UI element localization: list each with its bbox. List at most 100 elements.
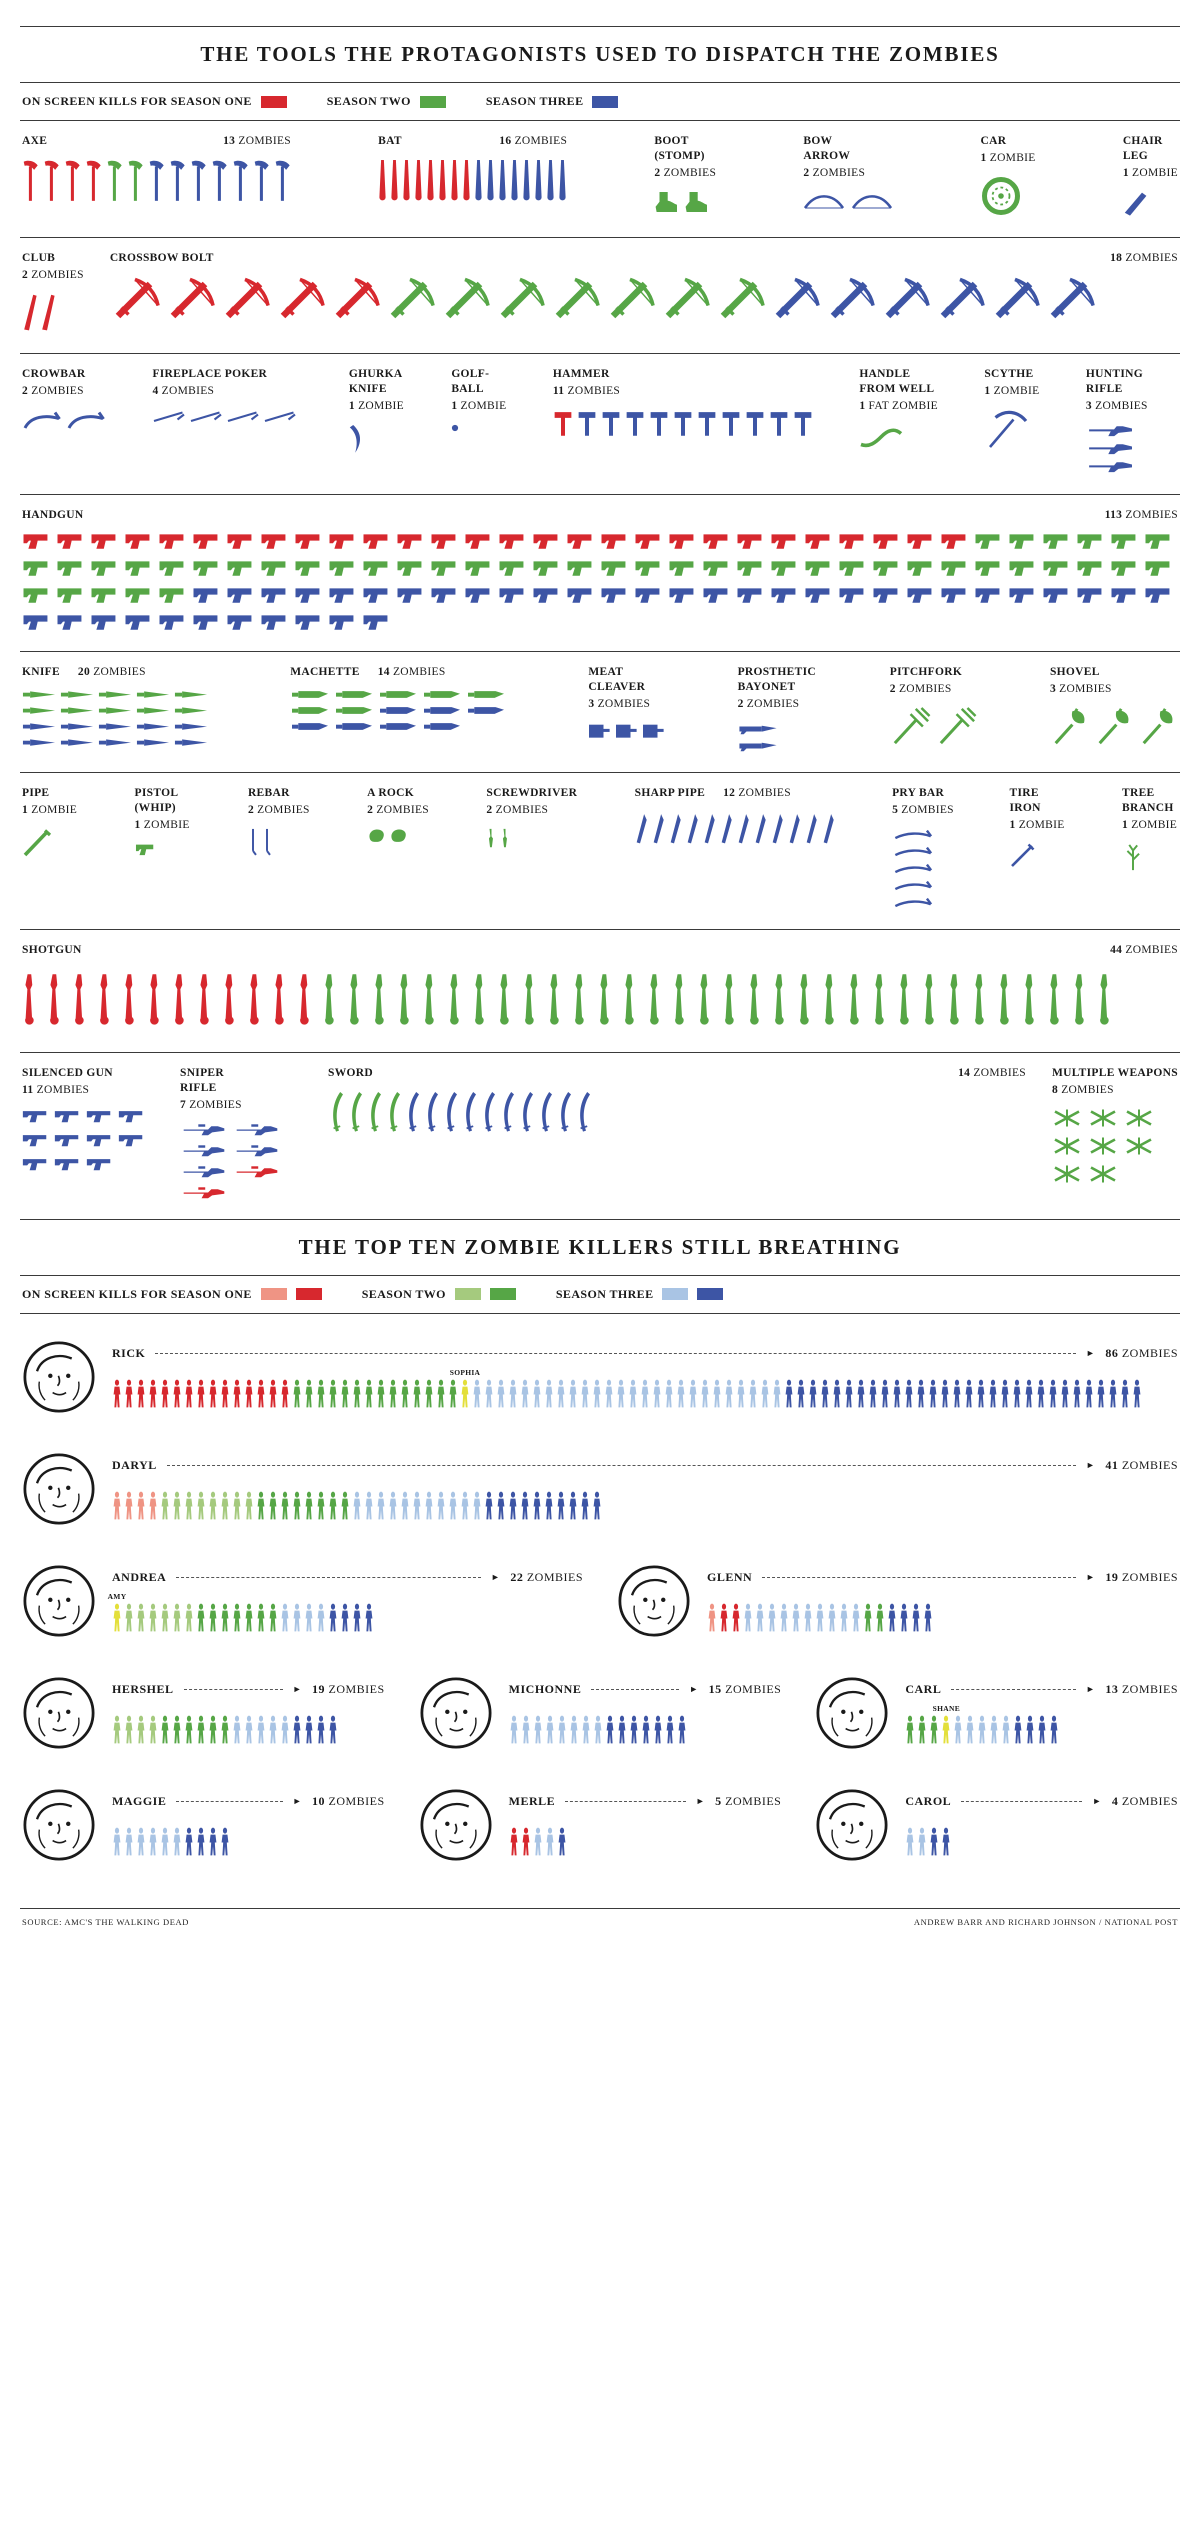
axe-icon bbox=[149, 160, 164, 201]
kill-count: 113 ZOMBIES bbox=[1104, 508, 1178, 521]
weapon-group-hunting_rifle: HUNTING RIFLE 3 ZOMBIES bbox=[1086, 367, 1178, 474]
kill-figures: AMY bbox=[108, 1589, 583, 1633]
handgun-icon bbox=[363, 588, 388, 604]
person-icon bbox=[942, 1827, 950, 1856]
leader-line bbox=[155, 1352, 1076, 1354]
shotgun-icon bbox=[925, 974, 934, 1025]
person-icon bbox=[581, 1491, 589, 1520]
shotgun-icon bbox=[250, 974, 259, 1025]
person-icon bbox=[473, 1379, 481, 1408]
handgun-icon bbox=[227, 561, 252, 577]
person-icon bbox=[389, 1379, 397, 1408]
bat-icon bbox=[511, 159, 518, 201]
knife-icon bbox=[136, 691, 170, 699]
person-icon bbox=[990, 1715, 998, 1744]
person-icon bbox=[1049, 1379, 1057, 1408]
handgun-icon bbox=[975, 561, 1000, 577]
handgun-icon bbox=[975, 534, 1000, 550]
sword-icon bbox=[447, 1092, 457, 1132]
bat-icon bbox=[391, 159, 398, 201]
weapon-header: MACHETTE 14 ZOMBIES bbox=[290, 665, 516, 680]
special-kill-sophia: SOPHIA bbox=[450, 1368, 480, 1409]
shotgun-icon bbox=[75, 974, 84, 1025]
person-icon bbox=[485, 1491, 493, 1520]
handgun-icon bbox=[635, 534, 660, 550]
person-icon bbox=[305, 1715, 313, 1744]
kill-count: 2 ZOMBIES bbox=[803, 166, 866, 179]
kill-count: 4 ZOMBIES bbox=[152, 384, 215, 397]
killer-name: DARYL bbox=[112, 1457, 157, 1472]
handgun-icon bbox=[125, 615, 150, 631]
person-icon bbox=[630, 1715, 638, 1744]
handgun-icon bbox=[601, 561, 626, 577]
sharp-pipe-icon bbox=[670, 814, 681, 844]
silenced-gun-icon bbox=[54, 1111, 79, 1123]
knife-icon bbox=[22, 691, 56, 699]
person-icon bbox=[413, 1379, 421, 1408]
sword-icon bbox=[428, 1092, 438, 1132]
handgun-icon bbox=[941, 588, 966, 604]
weapon-icons bbox=[654, 191, 716, 213]
face-icon bbox=[618, 1565, 690, 1637]
kill-figures bbox=[509, 1813, 782, 1857]
person-icon bbox=[821, 1379, 829, 1408]
weapon-name: REBAR bbox=[247, 787, 290, 800]
section-rule bbox=[20, 1218, 1180, 1220]
knife-icon bbox=[136, 707, 170, 715]
person-icon bbox=[941, 1379, 949, 1408]
weapon-header: CAR 1 ZOMBIE bbox=[981, 134, 1036, 166]
person-icon bbox=[1025, 1379, 1033, 1408]
person-icon bbox=[653, 1379, 661, 1408]
person-icon bbox=[522, 1715, 530, 1744]
person-icon bbox=[497, 1379, 505, 1408]
meat-cleaver-icon bbox=[616, 724, 637, 738]
bat-icon bbox=[451, 159, 458, 201]
crossbow-icon bbox=[445, 277, 490, 319]
weapon-icons bbox=[290, 690, 516, 731]
person-icon bbox=[833, 1379, 841, 1408]
kill-count: 22 ZOMBIES bbox=[510, 1569, 583, 1584]
axe-icon bbox=[23, 160, 38, 201]
crossbow-icon bbox=[885, 277, 930, 319]
handgun-icon bbox=[295, 534, 320, 550]
meat-cleaver-icon bbox=[589, 724, 610, 738]
s2-swatch bbox=[489, 1288, 516, 1301]
arrow-icon: ► bbox=[1092, 1795, 1102, 1806]
person-icon bbox=[522, 1827, 530, 1856]
ghurka-knife-icon bbox=[349, 424, 360, 453]
shotgun-icon bbox=[775, 974, 784, 1025]
person-icon bbox=[1038, 1715, 1046, 1744]
person-icon bbox=[942, 1715, 950, 1744]
handgun-icon bbox=[159, 534, 184, 550]
weapon-band: SILENCED GUN 11 ZOMBIES SNIPER RIFLE 7 ZOMB… bbox=[20, 1052, 1180, 1219]
weapon-header: HANDLE FROM WELL 1 FAT ZOMBIE bbox=[859, 367, 938, 414]
weapon-band: KNIFE 20 ZOMBIES MACHETTE 14 ZOMBIES MEAT CL… bbox=[20, 651, 1180, 772]
person-icon bbox=[888, 1603, 896, 1632]
handgun-icon bbox=[839, 561, 864, 577]
special-kill-label: SOPHIA bbox=[449, 1367, 481, 1377]
handgun-icon bbox=[91, 534, 116, 550]
handgun-icon bbox=[91, 561, 116, 577]
kill-count: 2 ZOMBIES bbox=[22, 268, 84, 281]
shotgun-icon bbox=[550, 974, 559, 1025]
hammer-icon bbox=[626, 411, 644, 436]
bayonet-icon bbox=[738, 742, 777, 752]
person-icon bbox=[161, 1379, 169, 1408]
weapon-header: A ROCK 2 ZOMBIES bbox=[367, 786, 429, 818]
person-icon bbox=[257, 1491, 265, 1520]
poker-icon bbox=[191, 411, 223, 422]
kill-count: 2 ZOMBIES bbox=[22, 384, 84, 397]
killer-name: CARL bbox=[905, 1681, 942, 1696]
sniper-rifle-icon bbox=[183, 1124, 225, 1136]
weapon-name: FIREPLACE POKER bbox=[152, 367, 268, 380]
shotgun-icon bbox=[950, 974, 959, 1025]
sharp-pipe-icon bbox=[636, 814, 647, 844]
person-icon bbox=[593, 1491, 601, 1520]
weapon-header: SHARP PIPE 12 ZOMBIES bbox=[635, 786, 835, 801]
weapon-name: A ROCK bbox=[367, 787, 415, 800]
person-icon bbox=[125, 1379, 133, 1408]
sharp-pipe-icon bbox=[653, 814, 664, 844]
silenced-gun-icon bbox=[86, 1159, 111, 1171]
person-icon bbox=[161, 1603, 169, 1632]
handgun-icon bbox=[499, 534, 524, 550]
